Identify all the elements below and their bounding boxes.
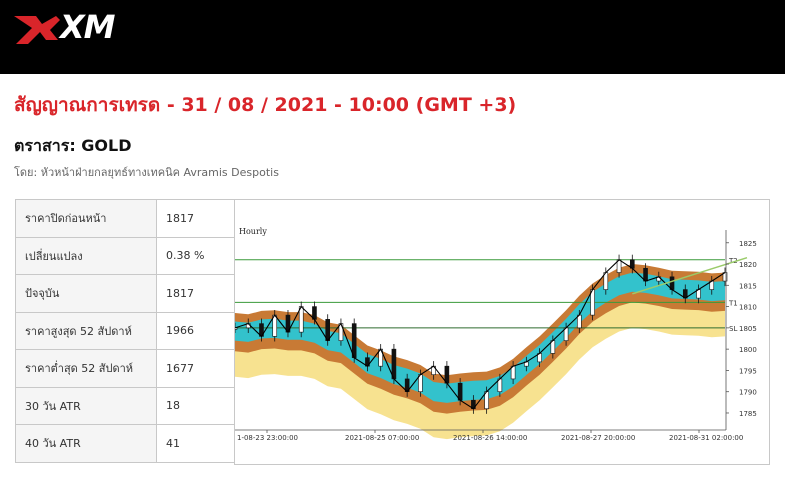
y-tick-label: 1815: [739, 282, 757, 290]
y-tick-label: 1790: [739, 389, 757, 397]
stat-value: 1966: [156, 311, 235, 350]
y-tick-label: 1785: [739, 410, 757, 418]
instrument-label: ตราสาร: GOLD: [14, 136, 132, 155]
candle-body: [235, 327, 238, 330]
stat-label: เปลี่ยนแปลง: [15, 236, 157, 275]
band-cyan: [235, 272, 725, 403]
x-tick-label: 1-08-23 23:00:00: [237, 434, 298, 442]
candle-body: [351, 323, 357, 358]
candle-body: [722, 272, 728, 282]
y-tick-label: 1805: [739, 325, 757, 333]
y-tick-label: 1825: [739, 240, 757, 248]
y-tick-label: 1820: [739, 261, 757, 269]
chart-svg: Hourly T2 T1 SL 1825 1820 1815 1810 1805 1800 1795…: [235, 227, 757, 442]
xm-logo-icon: [14, 16, 60, 44]
x-tick-label: 2021-08-31 02:00:00: [669, 434, 743, 442]
stat-value: 1677: [156, 349, 235, 388]
stat-value: 18: [156, 386, 235, 425]
y-tick-label: 1810: [739, 304, 757, 312]
level-label: T2: [728, 257, 738, 265]
stats-table: ราคาปิดก่อนหน้า 1817 เปลี่ยนแปลง 0.38 % ปั…: [15, 199, 235, 463]
table-row: 30 วัน ATR 18: [15, 386, 235, 425]
stat-value: 1817: [156, 274, 235, 313]
stat-label: ราคาปิดก่อนหน้า: [15, 199, 157, 238]
price-chart: Hourly T2 T1 SL 1825 1820 1815 1810 1805 1800 1795…: [234, 199, 770, 465]
stat-label: 40 วัน ATR: [15, 424, 157, 463]
top-bar: XM: [0, 0, 785, 74]
band-yellow: [235, 289, 725, 440]
table-row: เปลี่ยนแปลง 0.38 %: [15, 236, 235, 275]
table-row: ราคาสูงสุด 52 สัปดาห์ 1966: [15, 311, 235, 350]
stat-label: ราคาต่ำสุด 52 สัปดาห์: [15, 349, 157, 388]
stat-label: ปัจจุบัน: [15, 274, 157, 313]
author-byline: โดย: หัวหน้าฝ่ายกลยุทธ์ทางเทคนิค Avramis…: [14, 166, 279, 179]
table-row: ราคาต่ำสุด 52 สัปดาห์ 1677: [15, 349, 235, 388]
table-row: 40 วัน ATR 41: [15, 424, 235, 463]
x-tick-label: 2021-08-26 14:00:00: [453, 434, 527, 442]
x-tick-label: 2021-08-27 20:00:00: [561, 434, 635, 442]
stat-label: 30 วัน ATR: [15, 386, 157, 425]
level-label: T1: [728, 299, 738, 307]
stat-value: 0.38 %: [156, 236, 235, 275]
stat-value: 41: [156, 424, 235, 463]
level-label: SL: [729, 325, 737, 333]
y-tick-label: 1800: [739, 346, 757, 354]
brand-logo-text: XM: [60, 8, 116, 46]
stat-value: 1817: [156, 199, 235, 238]
stat-label: ราคาสูงสุด 52 สัปดาห์: [15, 311, 157, 350]
x-tick-label: 2021-08-25 07:00:00: [345, 434, 419, 442]
zigzag-line: [235, 259, 726, 410]
y-tick-label: 1795: [739, 367, 757, 375]
table-row: ปัจจุบัน 1817: [15, 274, 235, 313]
page-title: สัญญาณการเทรด - 31 / 08 / 2021 - 10:00 (…: [14, 94, 517, 116]
timeframe-label: Hourly: [239, 227, 267, 236]
table-row: ราคาปิดก่อนหน้า 1817: [15, 199, 235, 238]
